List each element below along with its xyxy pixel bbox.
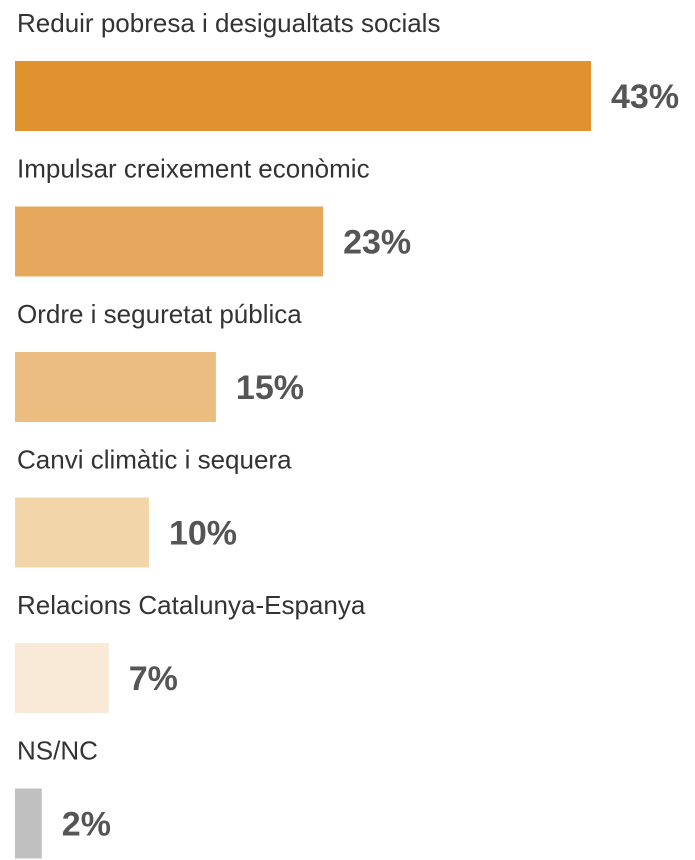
bar (15, 61, 591, 131)
bar (15, 497, 149, 568)
value-label: 23% (343, 223, 411, 261)
category-label: Impulsar creixement econòmic (17, 153, 370, 183)
value-label: 10% (169, 514, 237, 552)
value-label: 2% (62, 805, 111, 843)
bar (15, 352, 216, 422)
value-label: 7% (129, 660, 178, 698)
category-label: Reduir pobresa i desigualtats socials (17, 8, 440, 38)
category-label: Relacions Catalunya-Espanya (17, 590, 366, 620)
category-label: NS/NC (17, 735, 98, 765)
value-label: 15% (236, 369, 304, 407)
category-label: Ordre i seguretat pública (17, 299, 302, 329)
bar (15, 788, 42, 859)
value-label: 43% (611, 78, 679, 116)
bar (15, 643, 109, 713)
category-label: Canvi climàtic i sequera (17, 444, 292, 474)
bar (15, 206, 324, 277)
